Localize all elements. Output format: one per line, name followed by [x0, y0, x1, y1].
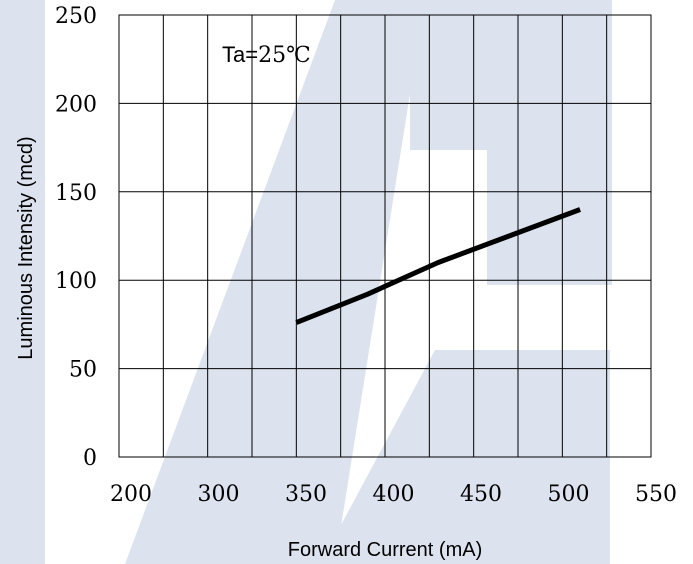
plot-frame [118, 14, 652, 458]
y-tick-labels: 250 200 150 100 50 0 [55, 4, 97, 471]
annotation-prefix: Ta= [222, 42, 258, 67]
watermark-bar-left [0, 0, 45, 564]
watermark-logo [0, 0, 612, 564]
series-line [295, 207, 581, 325]
x-tick-label: 400 [373, 482, 415, 507]
x-tick-labels: 200 300 350 400 450 500 550 [110, 482, 677, 507]
y-tick-label: 200 [55, 92, 97, 117]
x-axis-title: Forward Current (mA) [288, 539, 482, 561]
y-tick-label: 50 [69, 358, 97, 383]
x-tick-label: 500 [548, 482, 590, 507]
annotation-value: 25℃ [258, 43, 311, 68]
y-tick-label: 250 [55, 4, 97, 29]
watermark-stroke-left [125, 0, 425, 564]
y-tick-label: 100 [55, 269, 97, 294]
y-axis-title: Luminous Intensity (mcd) [15, 136, 37, 359]
series-layer [295, 207, 581, 325]
x-tick-label: 350 [285, 482, 327, 507]
x-tick-label: 450 [460, 482, 502, 507]
grid-lines [119, 15, 651, 457]
x-tick-label: 550 [635, 482, 677, 507]
x-tick-label: 200 [110, 482, 152, 507]
y-tick-label: 0 [83, 446, 97, 471]
annotation-ta: Ta=25℃ [222, 42, 311, 68]
y-tick-label: 150 [55, 181, 97, 206]
x-tick-label: 300 [198, 482, 240, 507]
watermark-block-top [410, 0, 612, 285]
